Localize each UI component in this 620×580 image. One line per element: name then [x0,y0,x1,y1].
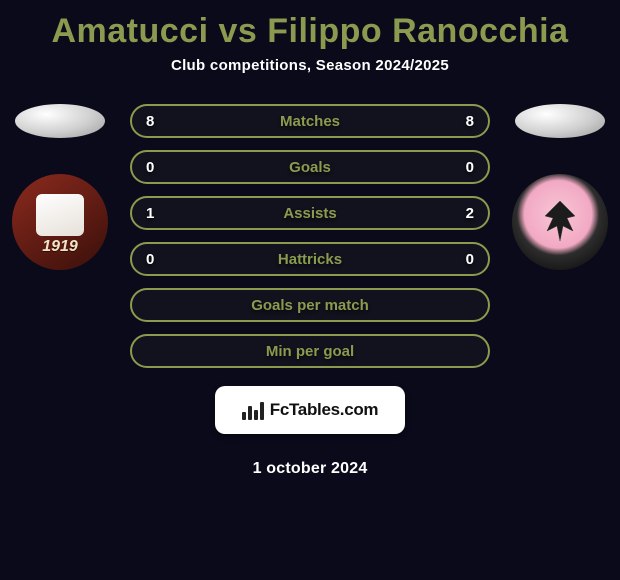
comparison-card: Amatucci vs Filippo Ranocchia Club compe… [0,0,620,580]
crest-horse-shape [36,194,84,236]
stat-row-assists: 1 Assists 2 [130,196,490,230]
chart-bars-icon [242,400,264,420]
stat-row-goals: 0 Goals 0 [130,150,490,184]
stat-left-value: 0 [146,251,166,268]
stat-row-min-per-goal: Min per goal [130,334,490,368]
page-title: Amatucci vs Filippo Ranocchia [0,0,620,57]
stat-label: Assists [132,205,488,222]
stats-column: 8 Matches 8 0 Goals 0 1 Assists 2 0 Hatt… [120,104,500,478]
stat-label: Matches [132,113,488,130]
stat-left-value: 0 [146,159,166,176]
player-placeholder-left [15,104,105,138]
right-player-col [500,104,620,270]
team-crest-left: 1919 [12,174,108,270]
site-badge[interactable]: FcTables.com [215,386,405,434]
stat-label: Min per goal [132,343,488,360]
stat-label: Hattricks [132,251,488,268]
left-player-col: 1919 [0,104,120,270]
date-line: 1 october 2024 [253,460,368,478]
stat-left-value: 8 [146,113,166,130]
crest-year: 1919 [12,238,108,256]
stat-right-value: 2 [454,205,474,222]
player-placeholder-right [515,104,605,138]
stat-left-value: 1 [146,205,166,222]
stat-row-goals-per-match: Goals per match [130,288,490,322]
stat-right-value: 0 [454,159,474,176]
eagle-icon [535,196,585,246]
stat-label: Goals per match [132,297,488,314]
stat-label: Goals [132,159,488,176]
main-area: 1919 8 Matches 8 0 Goals 0 1 Assists 2 0 [0,104,620,478]
team-crest-right [512,174,608,270]
stat-right-value: 0 [454,251,474,268]
stat-right-value: 8 [454,113,474,130]
stat-row-matches: 8 Matches 8 [130,104,490,138]
stat-row-hattricks: 0 Hattricks 0 [130,242,490,276]
site-badge-text: FcTables.com [270,400,379,420]
page-subtitle: Club competitions, Season 2024/2025 [0,57,620,74]
